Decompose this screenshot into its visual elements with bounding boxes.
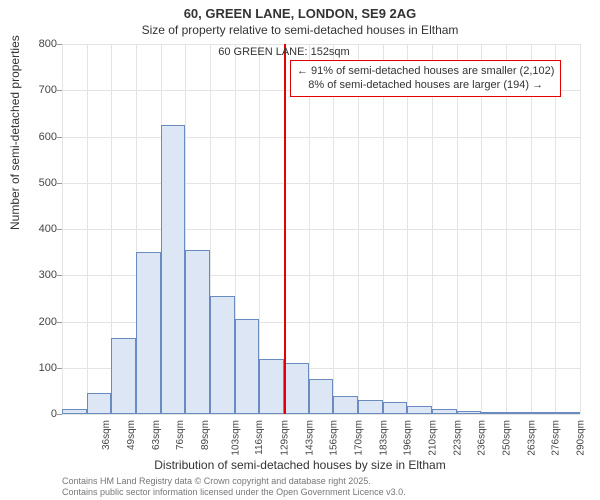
x-tick-label: 63sqm xyxy=(151,420,162,450)
grid-line-v xyxy=(87,44,88,414)
histogram-bar xyxy=(407,406,432,414)
histogram-bar xyxy=(309,379,334,414)
y-tick xyxy=(57,414,62,415)
histogram-bar xyxy=(111,338,136,414)
plot-area: 60 GREEN LANE: 152sqm ← 91% of semi-detac… xyxy=(62,44,580,414)
grid-line-v xyxy=(580,44,581,414)
histogram-bar xyxy=(457,411,482,414)
histogram-bar xyxy=(259,359,284,415)
x-tick-label: 156sqm xyxy=(329,420,340,456)
x-tick-label: 89sqm xyxy=(200,420,211,450)
y-tick xyxy=(57,229,62,230)
y-tick-label: 200 xyxy=(17,316,57,328)
grid-line-v xyxy=(358,44,359,414)
x-tick-label: 103sqm xyxy=(230,420,241,456)
x-axis-label: Distribution of semi-detached houses by … xyxy=(0,458,600,472)
y-tick-label: 800 xyxy=(17,38,57,50)
x-tick-label: 183sqm xyxy=(378,420,389,456)
x-tick-label: 49sqm xyxy=(126,420,137,450)
y-tick xyxy=(57,44,62,45)
histogram-bar xyxy=(235,319,260,414)
grid-line-v xyxy=(62,44,63,414)
grid-line-v xyxy=(481,44,482,414)
y-tick-label: 400 xyxy=(17,223,57,235)
x-tick-label: 76sqm xyxy=(175,420,186,450)
y-tick-label: 600 xyxy=(17,131,57,143)
grid-line-h xyxy=(62,414,580,415)
histogram-bar xyxy=(531,412,556,414)
grid-line-v xyxy=(555,44,556,414)
histogram-bar xyxy=(555,412,580,414)
x-tick-label: 129sqm xyxy=(280,420,291,456)
histogram-bar xyxy=(383,402,408,414)
histogram-bar xyxy=(161,125,186,414)
marker-line xyxy=(284,44,286,414)
y-tick xyxy=(57,137,62,138)
histogram-bar xyxy=(432,409,457,414)
histogram-bar xyxy=(62,409,87,414)
x-tick-label: 36sqm xyxy=(101,420,112,450)
y-tick-label: 500 xyxy=(17,177,57,189)
annotation-line-2: 8% of semi-detached houses are larger (1… xyxy=(297,78,554,92)
grid-line-v xyxy=(531,44,532,414)
y-tick-label: 300 xyxy=(17,269,57,281)
marker-label: 60 GREEN LANE: 152sqm xyxy=(214,46,354,58)
histogram-chart: 60, GREEN LANE, LONDON, SE9 2AG Size of … xyxy=(0,0,600,500)
histogram-bar xyxy=(136,252,161,414)
y-tick xyxy=(57,90,62,91)
y-tick xyxy=(57,368,62,369)
grid-line-v xyxy=(407,44,408,414)
grid-line-h xyxy=(62,44,580,45)
x-tick-label: 210sqm xyxy=(428,420,439,456)
x-tick-label: 276sqm xyxy=(551,420,562,456)
annotation-box: ← 91% of semi-detached houses are smalle… xyxy=(290,60,561,97)
grid-line-v xyxy=(333,44,334,414)
y-tick xyxy=(57,183,62,184)
grid-line-v xyxy=(432,44,433,414)
y-tick-label: 700 xyxy=(17,84,57,96)
chart-subtitle: Size of property relative to semi-detach… xyxy=(0,23,600,37)
histogram-bar xyxy=(87,393,112,414)
annotation-line-1: ← 91% of semi-detached houses are smalle… xyxy=(297,64,554,78)
y-tick-label: 100 xyxy=(17,362,57,374)
chart-title: 60, GREEN LANE, LONDON, SE9 2AG xyxy=(0,6,600,21)
y-tick xyxy=(57,322,62,323)
grid-line-h xyxy=(62,183,580,184)
x-tick-label: 263sqm xyxy=(526,420,537,456)
histogram-bar xyxy=(333,396,358,415)
histogram-bar xyxy=(210,296,235,414)
x-tick-label: 170sqm xyxy=(354,420,365,456)
y-tick-label: 0 xyxy=(17,408,57,420)
grid-line-v xyxy=(506,44,507,414)
footer-line-1: Contains HM Land Registry data © Crown c… xyxy=(62,476,406,487)
x-tick-label: 250sqm xyxy=(502,420,513,456)
x-tick-label: 236sqm xyxy=(477,420,488,456)
histogram-bar xyxy=(284,363,309,414)
grid-line-h xyxy=(62,229,580,230)
grid-line-h xyxy=(62,137,580,138)
x-tick-label: 290sqm xyxy=(576,420,587,456)
x-tick-label: 116sqm xyxy=(254,420,265,455)
histogram-bar xyxy=(358,400,383,414)
histogram-bar xyxy=(185,250,210,414)
x-tick-label: 143sqm xyxy=(304,420,315,456)
footer-line-2: Contains public sector information licen… xyxy=(62,487,406,498)
footer-attribution: Contains HM Land Registry data © Crown c… xyxy=(62,476,406,498)
grid-line-v xyxy=(457,44,458,414)
grid-line-v xyxy=(309,44,310,414)
x-tick-label: 196sqm xyxy=(403,420,414,456)
histogram-bar xyxy=(506,412,531,414)
grid-line-v xyxy=(383,44,384,414)
histogram-bar xyxy=(481,412,506,414)
x-tick-label: 223sqm xyxy=(452,420,463,456)
y-tick xyxy=(57,275,62,276)
